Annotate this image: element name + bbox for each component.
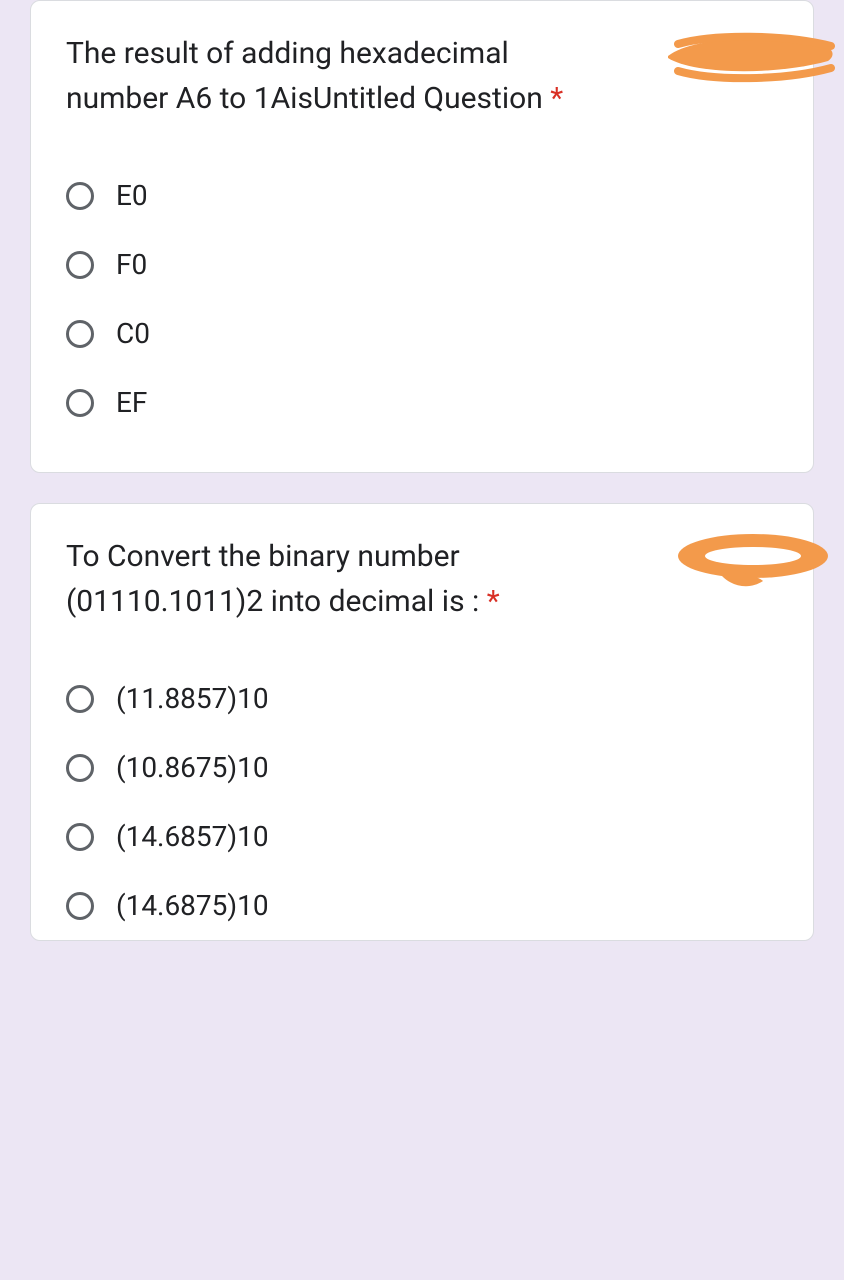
question-title: To Convert the binary number (01110.1011… [66,534,586,624]
options-group: E0 F0 C0 EF [66,161,778,437]
option-label: (11.8857)10 [116,682,269,715]
radio-icon [66,251,94,279]
question-card: The result of adding hexadecimal number … [30,0,814,473]
option-label: F0 [116,248,147,281]
option-label: C0 [116,317,150,350]
option-label: EF [116,386,147,419]
radio-option[interactable]: E0 [66,161,778,230]
required-asterisk: * [550,81,563,116]
annotation-scribble [653,26,843,91]
annotation-scribble [673,526,833,596]
radio-option[interactable]: EF [66,368,778,437]
radio-icon [66,685,94,713]
option-label: (10.8675)10 [116,751,269,784]
radio-icon [66,892,94,920]
radio-option[interactable]: (14.6857)10 [66,802,778,871]
radio-icon [66,182,94,210]
radio-option[interactable]: (14.6875)10 [66,871,778,940]
radio-icon [66,320,94,348]
question-title: The result of adding hexadecimal number … [66,31,586,121]
question-text: To Convert the binary number (01110.1011… [66,539,479,619]
required-asterisk: * [487,584,500,619]
options-group: (11.8857)10 (10.8675)10 (14.6857)10 (14.… [66,664,778,940]
question-text: The result of adding hexadecimal number … [66,36,543,116]
question-card: To Convert the binary number (01110.1011… [30,503,814,941]
option-label: (14.6875)10 [116,889,269,922]
radio-option[interactable]: (10.8675)10 [66,733,778,802]
option-label: (14.6857)10 [116,820,269,853]
radio-icon [66,823,94,851]
option-label: E0 [116,179,148,212]
radio-option[interactable]: F0 [66,230,778,299]
radio-option[interactable]: C0 [66,299,778,368]
radio-option[interactable]: (11.8857)10 [66,664,778,733]
radio-icon [66,754,94,782]
radio-icon [66,389,94,417]
